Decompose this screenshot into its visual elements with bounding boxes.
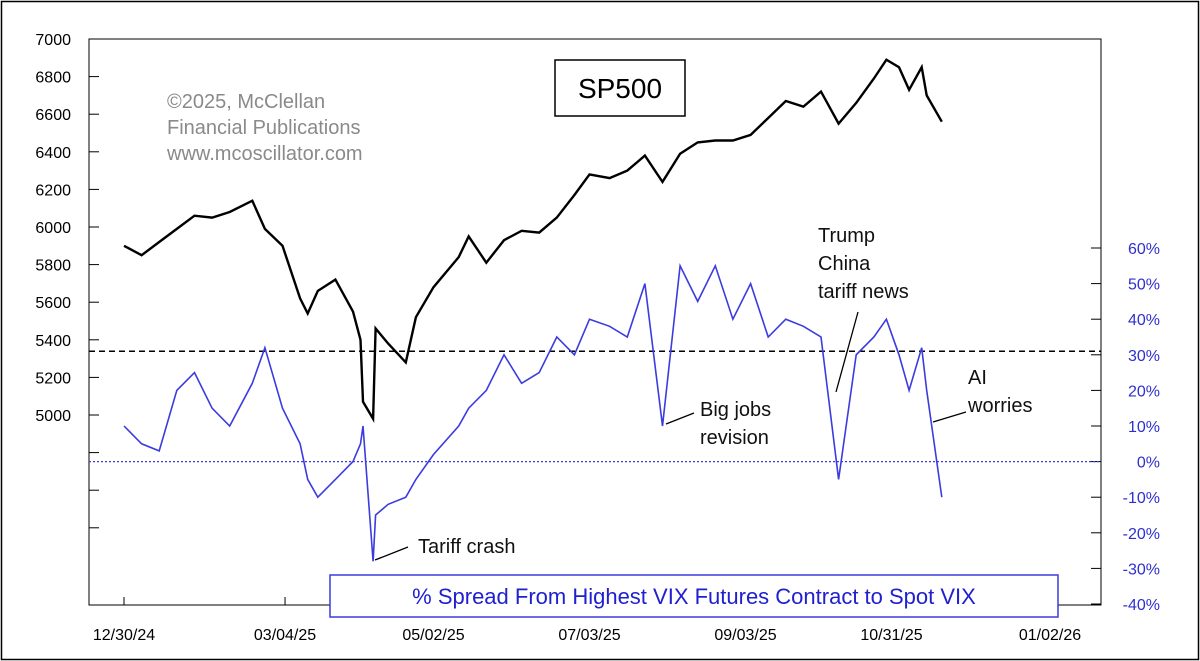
annotation-trump-china: Trump China tariff news <box>818 225 909 393</box>
x-axis: 12/30/24 03/04/25 05/02/25 07/03/25 09/03/25… <box>93 597 1081 644</box>
x-tick-label: 10/31/25 <box>860 627 922 644</box>
annotation-tariff-crash-line-1: Tariff crash <box>418 536 515 558</box>
left-tick-label: 5400 <box>35 333 71 350</box>
right-tick-label: 40% <box>1128 312 1160 329</box>
x-tick-label: 03/04/25 <box>254 627 316 644</box>
right-tick-label: 60% <box>1128 241 1160 258</box>
sp500-series-line <box>123 58 943 423</box>
left-tick-label: 5000 <box>35 408 71 425</box>
annotation-ai-worries-pointer <box>932 411 967 423</box>
annotation-tariff-crash-pointer <box>374 546 409 561</box>
x-tick-label: 09/03/25 <box>714 627 776 644</box>
x-tick-label: 07/03/25 <box>558 627 620 644</box>
spread-series-line <box>123 262 943 562</box>
x-tick-label: 01/02/26 <box>1019 627 1081 644</box>
annotation-big-jobs-pointer <box>665 412 695 425</box>
bottom-label: % Spread From Highest VIX Futures Contra… <box>412 584 976 609</box>
right-tick-label: 10% <box>1128 419 1160 436</box>
right-tick-label: -30% <box>1123 561 1160 578</box>
annotation-ai-worries-line-1: AI <box>968 367 987 389</box>
annotation-big-jobs-line-1: Big jobs <box>700 399 771 421</box>
annotation-trump-china-line-3: tariff news <box>818 281 909 303</box>
left-tick-label: 5800 <box>35 258 71 275</box>
left-tick-label: 6200 <box>35 182 71 199</box>
right-axis: 60% 50% 40% 30% 20% 10% 0% -10% -20% -30% -40% <box>1091 241 1160 614</box>
right-tick-label: -10% <box>1123 490 1160 507</box>
annotation-tariff-crash: Tariff crash <box>374 536 515 561</box>
copyright-line-1: ©2025, McClellan <box>167 91 325 113</box>
bottom-label-box <box>329 574 1059 618</box>
x-tick-label: 05/02/25 <box>402 627 464 644</box>
annotation-trump-china-line-1: Trump <box>818 225 875 247</box>
left-tick-label: 6600 <box>35 107 71 124</box>
left-tick-label: 7000 <box>35 32 71 49</box>
left-tick-label: 5600 <box>35 295 71 312</box>
right-tick-label: 0% <box>1137 455 1160 472</box>
copyright-line-3: www.mcoscillator.com <box>166 143 363 165</box>
chart-title: SP500 <box>578 73 662 104</box>
right-tick-label: 50% <box>1128 277 1160 294</box>
right-tick-label: -40% <box>1123 597 1160 614</box>
right-tick-label: 20% <box>1128 383 1160 400</box>
annotation-big-jobs-line-2: revision <box>700 427 769 449</box>
left-axis: 7000 6800 6600 6400 6200 6000 5800 5600 5400 5200… <box>35 32 99 529</box>
title-box <box>554 59 686 117</box>
plot-frame <box>88 38 1102 606</box>
left-tick-label: 6000 <box>35 220 71 237</box>
right-tick-label: 30% <box>1128 348 1160 365</box>
annotation-trump-china-pointer <box>835 311 859 393</box>
left-tick-label: 5200 <box>35 370 71 387</box>
annotation-trump-china-line-2: China <box>818 253 871 275</box>
right-tick-label: -20% <box>1123 526 1160 543</box>
x-tick-label: 12/30/24 <box>93 627 155 644</box>
copyright-line-2: Financial Publications <box>167 117 360 139</box>
left-tick-label: 6800 <box>35 70 71 87</box>
annotation-big-jobs: Big jobs revision <box>665 399 771 449</box>
annotation-ai-worries-line-2: worries <box>967 395 1032 417</box>
annotation-ai-worries: AI worries <box>932 367 1032 423</box>
left-tick-label: 6400 <box>35 145 71 162</box>
